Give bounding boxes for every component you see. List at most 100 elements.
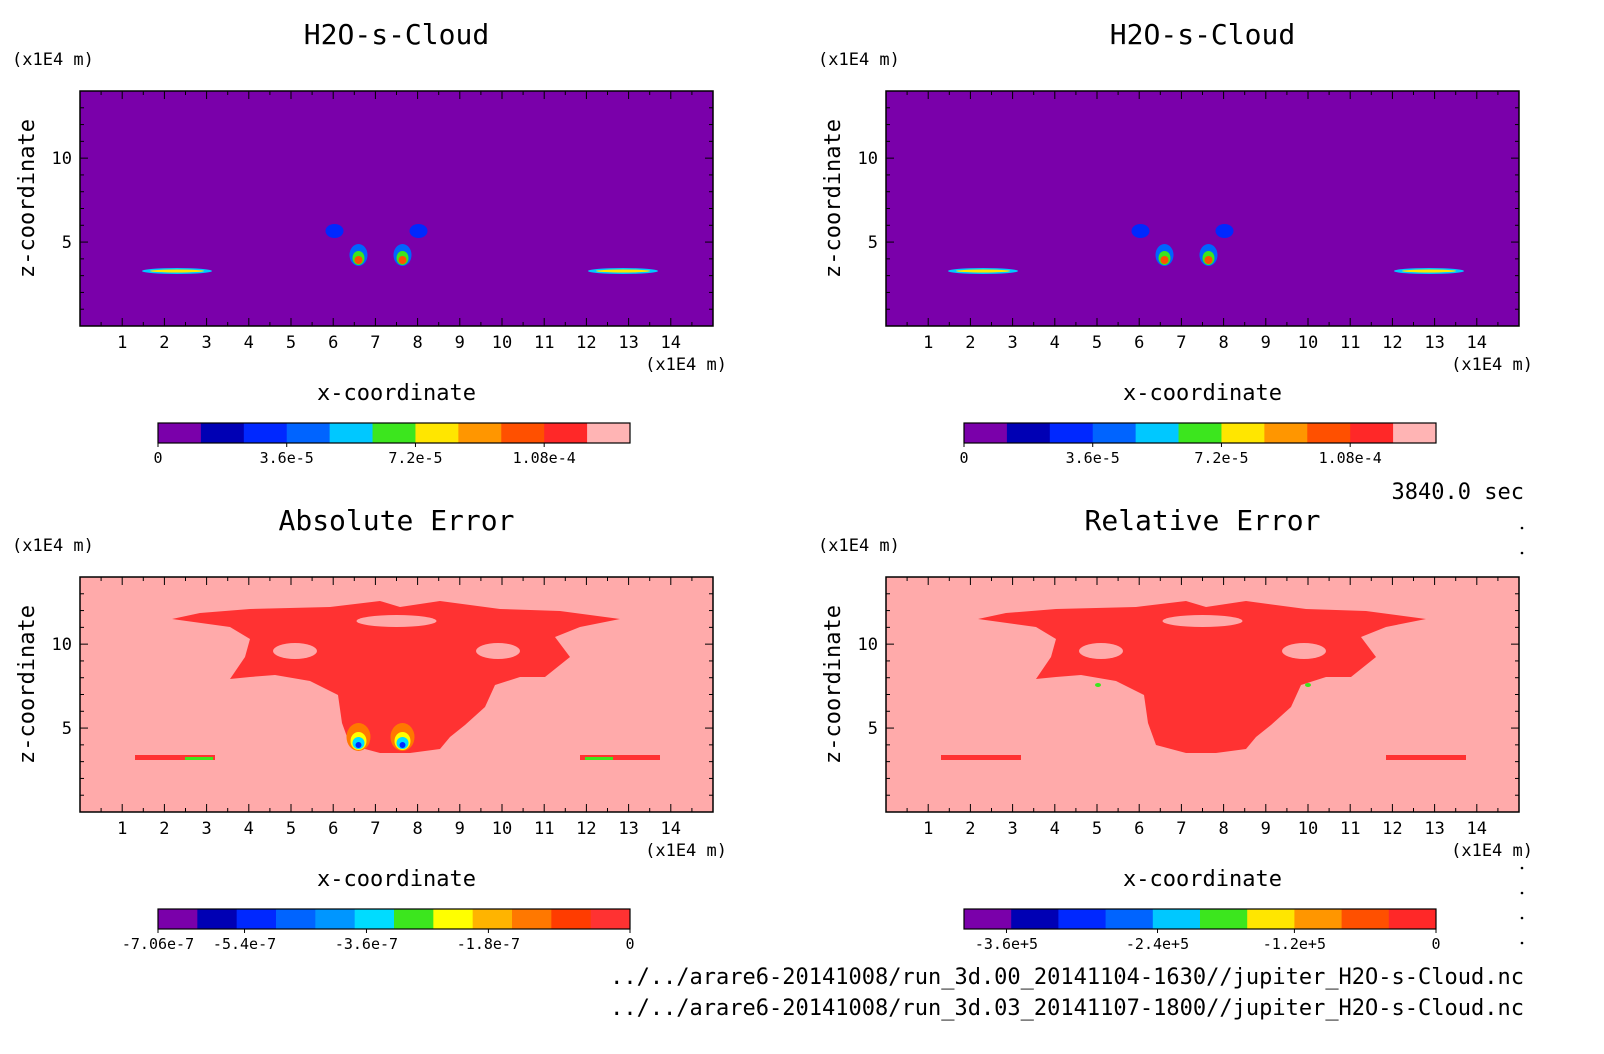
z-tick-label: 5 bbox=[868, 719, 878, 739]
colorbar-tick-label: -1.2e+5 bbox=[1263, 935, 1326, 953]
x-tick-label: 1 bbox=[923, 333, 933, 353]
colorbar: -7.06e-7 -5.4e-7 -3.6e-7 -1.8e-7 0 bbox=[122, 908, 635, 953]
x-tick-label: 14 bbox=[661, 333, 681, 353]
x-tick-label: 1 bbox=[923, 819, 933, 839]
x-unit-label: (x1E4 m) bbox=[1451, 841, 1533, 861]
colorbar-tick-label: 0 bbox=[959, 449, 968, 467]
x-tick-label: 3 bbox=[201, 819, 211, 839]
x-tick-label: 14 bbox=[661, 819, 681, 839]
x-tick-label: 7 bbox=[1176, 819, 1186, 839]
x-tick-label: 3 bbox=[1007, 819, 1017, 839]
x-axis-label: x-coordinate bbox=[1123, 381, 1282, 406]
x-tick-label: 11 bbox=[534, 333, 554, 353]
colorbar-swatch bbox=[590, 909, 631, 929]
colorbar-tick-label: -5.4e-7 bbox=[213, 935, 276, 953]
colorbar-swatch bbox=[158, 909, 198, 929]
panel-2: H2O-s-Cloud(x1E4 m)1 2 3 4 5 6 7 8 9 10 11 12 13 14(x… bbox=[818, 18, 1533, 467]
x-axis-label: x-coordinate bbox=[1123, 867, 1282, 892]
colorbar: 0 3.6e-5 7.2e-5 1.08e-4 bbox=[959, 422, 1437, 467]
contour-field bbox=[886, 91, 1519, 326]
colorbar-tick-label: 3.6e-5 bbox=[1066, 449, 1120, 467]
x-tick-label: 1 bbox=[117, 819, 127, 839]
colorbar-tick-label: 0 bbox=[625, 935, 634, 953]
z-unit-label: (x1E4 m) bbox=[12, 50, 94, 70]
x-tick-label: 7 bbox=[370, 333, 380, 353]
colorbar-swatch bbox=[458, 423, 502, 443]
z-axis-label: z-coordinate bbox=[821, 119, 846, 278]
x-tick-label: 10 bbox=[492, 333, 512, 353]
colorbar-swatch bbox=[415, 423, 459, 443]
colorbar-swatch bbox=[1092, 423, 1137, 443]
x-tick-label: 10 bbox=[492, 819, 512, 839]
panel-title: H2O-s-Cloud bbox=[1110, 18, 1295, 51]
time-label: 3840.0 sec bbox=[1392, 480, 1524, 505]
colorbar-swatch bbox=[1221, 423, 1265, 443]
x-tick-label: 5 bbox=[286, 333, 296, 353]
colorbar-swatch bbox=[1393, 423, 1437, 443]
dot-marker bbox=[1520, 916, 1524, 920]
colorbar-tick-label: -1.8e-7 bbox=[457, 935, 520, 953]
colorbar-swatch bbox=[501, 423, 545, 443]
colorbar-swatch bbox=[1294, 909, 1343, 929]
x-tick-label: 9 bbox=[455, 333, 465, 353]
x-tick-label: 11 bbox=[1340, 819, 1360, 839]
colorbar-tick-label: -3.6e+5 bbox=[975, 935, 1038, 953]
z-tick-label: 5 bbox=[62, 719, 72, 739]
colorbar-swatch bbox=[472, 909, 513, 929]
colorbar-swatch bbox=[964, 423, 1008, 443]
colorbar-swatch bbox=[587, 423, 631, 443]
colorbar-swatch bbox=[1011, 909, 1059, 929]
panel-1: H2O-s-Cloud(x1E4 m)1 2 3 4 5 6 7 8 9 10 11 12 13 14(x… bbox=[12, 18, 727, 467]
x-tick-label: 12 bbox=[1382, 333, 1402, 353]
colorbar-tick-label: -3.6e-7 bbox=[335, 935, 398, 953]
colorbar-swatch bbox=[433, 909, 474, 929]
x-tick-label: 2 bbox=[965, 819, 975, 839]
z-axis-label: z-coordinate bbox=[15, 605, 40, 764]
dot-marker bbox=[1520, 866, 1524, 870]
colorbar-swatch bbox=[354, 909, 395, 929]
x-unit-label: (x1E4 m) bbox=[1451, 355, 1533, 375]
colorbar-swatch bbox=[197, 909, 238, 929]
dot-marker bbox=[1520, 551, 1524, 555]
x-tick-label: 9 bbox=[455, 819, 465, 839]
colorbar-swatch bbox=[1178, 423, 1222, 443]
colorbar-swatch bbox=[1247, 909, 1295, 929]
x-tick-label: 4 bbox=[244, 333, 254, 353]
x-tick-label: 4 bbox=[1050, 333, 1060, 353]
colorbar-swatch bbox=[1388, 909, 1437, 929]
colorbar-swatch bbox=[964, 909, 1012, 929]
colorbar-swatch bbox=[1006, 423, 1051, 443]
colorbar: -3.6e+5 -2.4e+5 -1.2e+5 0 bbox=[963, 908, 1441, 953]
x-tick-label: 6 bbox=[328, 819, 338, 839]
contour-field bbox=[80, 91, 713, 326]
x-axis-label: x-coordinate bbox=[317, 867, 476, 892]
x-tick-label: 11 bbox=[534, 819, 554, 839]
colorbar-swatch bbox=[200, 423, 245, 443]
z-tick-label: 10 bbox=[52, 149, 72, 169]
x-tick-label: 4 bbox=[244, 819, 254, 839]
x-tick-label: 13 bbox=[618, 333, 638, 353]
colorbar-swatch bbox=[1058, 909, 1107, 929]
x-tick-label: 8 bbox=[412, 819, 422, 839]
x-tick-label: 6 bbox=[328, 333, 338, 353]
z-unit-label: (x1E4 m) bbox=[818, 50, 900, 70]
z-unit-label: (x1E4 m) bbox=[12, 536, 94, 556]
x-tick-label: 1 bbox=[117, 333, 127, 353]
x-tick-label: 10 bbox=[1298, 333, 1318, 353]
x-tick-label: 14 bbox=[1467, 819, 1487, 839]
x-tick-label: 9 bbox=[1261, 819, 1271, 839]
z-unit-label: (x1E4 m) bbox=[818, 536, 900, 556]
x-tick-label: 13 bbox=[1424, 333, 1444, 353]
x-tick-label: 7 bbox=[370, 819, 380, 839]
dot-marker bbox=[1520, 891, 1524, 895]
z-tick-label: 10 bbox=[858, 635, 878, 655]
x-axis-label: x-coordinate bbox=[317, 381, 476, 406]
x-tick-label: 14 bbox=[1467, 333, 1487, 353]
x-tick-label: 2 bbox=[159, 819, 169, 839]
dot-marker bbox=[1520, 526, 1524, 530]
x-tick-label: 8 bbox=[1218, 333, 1228, 353]
x-tick-label: 3 bbox=[1007, 333, 1017, 353]
x-tick-label: 5 bbox=[286, 819, 296, 839]
x-tick-label: 13 bbox=[618, 819, 638, 839]
